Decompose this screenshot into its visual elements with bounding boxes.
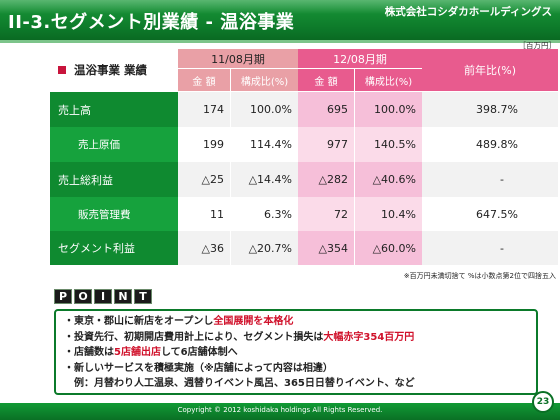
header-period-curr: 12/08月期 bbox=[298, 49, 422, 68]
header-prev-ratio: 構成比(%) bbox=[231, 69, 298, 91]
point-letter: O bbox=[74, 289, 92, 304]
cell-yoy: 647.5% bbox=[422, 197, 558, 231]
cell-prev-ratio: △14.4% bbox=[231, 162, 298, 197]
cell-yoy: - bbox=[422, 162, 558, 197]
cell-curr-ratio: 100.0% bbox=[355, 92, 422, 127]
segment-table: 温浴事業 業績 11/08月期 12/08月期 前年比(%) 金 額 構成比(%… bbox=[50, 49, 558, 265]
point-line: 例：月替わり人工温泉、週替りイベント風呂、365日日替りイベント、など bbox=[64, 376, 528, 392]
table-title: 温浴事業 業績 bbox=[50, 49, 178, 91]
cell-prev-ratio: 6.3% bbox=[231, 197, 298, 231]
cell-yoy: 398.7% bbox=[422, 92, 558, 127]
cell-curr-amount: 695 bbox=[298, 92, 354, 127]
cell-curr-ratio: △40.6% bbox=[355, 162, 422, 197]
point-line: ・東京・郡山に新店をオープンし全国展開を本格化 bbox=[64, 314, 528, 330]
point-line: ・新しいサービスを積極実施（※店舗によって内容は相違） bbox=[64, 361, 528, 377]
row-label-segment-profit: セグメント利益 bbox=[50, 231, 178, 265]
table-title-text: 温浴事業 業績 bbox=[74, 63, 148, 77]
point-highlight: 全国展開を本格化 bbox=[213, 316, 294, 327]
point-text: ・投資先行、初期開店費用計上により、セグメント損失は bbox=[64, 331, 324, 343]
cell-prev-amount: 174 bbox=[178, 92, 230, 127]
cell-curr-ratio: △60.0% bbox=[355, 231, 422, 265]
point-panel: ・東京・郡山に新店をオープンし全国展開を本格化 ・投資先行、初期開店費用計上によ… bbox=[54, 309, 538, 395]
cell-prev-ratio: △20.7% bbox=[231, 231, 298, 265]
company-name: 株式会社コシダカホールディングス bbox=[384, 6, 552, 18]
cell-prev-amount: △36 bbox=[178, 231, 230, 265]
cell-prev-amount: 11 bbox=[178, 197, 230, 231]
header-shine bbox=[0, 0, 560, 14]
point-letter: I bbox=[94, 289, 112, 304]
cell-curr-ratio: 10.4% bbox=[355, 197, 422, 231]
cell-curr-amount: 72 bbox=[298, 197, 354, 231]
point-line: ・店舗数は5店舗出店して6店舗体制へ bbox=[64, 345, 528, 361]
point-text: ・店舗数は bbox=[64, 347, 114, 358]
row-label-cost: 売上原価 bbox=[50, 127, 178, 162]
point-line: ・投資先行、初期開店費用計上により、セグメント損失は大幅赤字354百万円 bbox=[64, 330, 528, 346]
point-text: ・東京・郡山に新店をオープンし bbox=[64, 316, 214, 327]
header-curr-amount: 金 額 bbox=[298, 69, 354, 91]
header-period-prev: 11/08月期 bbox=[178, 49, 298, 68]
copyright-text: Copyright © 2012 koshidaka holdings All … bbox=[177, 406, 383, 414]
bullet-square bbox=[58, 66, 66, 74]
row-label-gross-profit: 売上総利益 bbox=[50, 162, 178, 197]
cell-prev-amount: △25 bbox=[178, 162, 230, 197]
cell-yoy: - bbox=[422, 231, 558, 265]
cell-prev-amount: 199 bbox=[178, 127, 230, 162]
cell-prev-ratio: 100.0% bbox=[231, 92, 298, 127]
header-curr-ratio: 構成比(%) bbox=[355, 69, 422, 91]
point-letter: T bbox=[134, 289, 152, 304]
cell-curr-ratio: 140.5% bbox=[355, 127, 422, 162]
cell-curr-amount: △354 bbox=[298, 231, 354, 265]
point-letter: N bbox=[114, 289, 132, 304]
header-band bbox=[0, 0, 560, 40]
point-text: して6店舗体制へ bbox=[160, 347, 238, 358]
point-text: ・新しいサービスを積極実施（※店舗によって内容は相違） bbox=[64, 362, 333, 374]
cell-prev-ratio: 114.4% bbox=[231, 127, 298, 162]
cell-curr-amount: 977 bbox=[298, 127, 354, 162]
point-text: 例：月替わり人工温泉、週替りイベント風呂、365日日替りイベント、など bbox=[64, 378, 415, 389]
header-divider bbox=[0, 40, 560, 43]
page-title: II-3.セグメント別業績 - 温浴事業 bbox=[8, 12, 295, 33]
row-label-sales: 売上高 bbox=[50, 92, 178, 127]
point-heading: P O I N T bbox=[54, 289, 154, 304]
point-highlight: 大幅赤字354百万円 bbox=[323, 331, 415, 343]
cell-curr-amount: △282 bbox=[298, 162, 354, 197]
cell-yoy: 489.8% bbox=[422, 127, 558, 162]
unit-note: ［百万円］ bbox=[518, 41, 557, 50]
point-highlight: 5店舗出店 bbox=[114, 347, 161, 358]
page-number: 23 bbox=[532, 391, 554, 413]
footer-band bbox=[0, 403, 560, 420]
header-yoy: 前年比(%) bbox=[422, 49, 558, 91]
header-prev-amount: 金 額 bbox=[178, 69, 230, 91]
row-label-sga: 販売管理費 bbox=[50, 197, 178, 231]
table-footnote: ※百万円未満切捨て %は小数点第2位で四捨五入 bbox=[403, 272, 556, 280]
point-letter: P bbox=[54, 289, 72, 304]
